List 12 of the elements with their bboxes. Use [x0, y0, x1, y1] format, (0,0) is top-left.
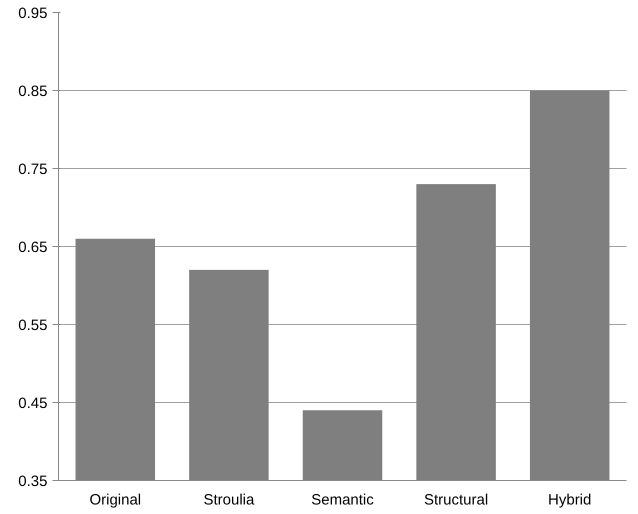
- y-tick-label: 0.95: [18, 5, 48, 22]
- y-tick-label: 0.65: [18, 239, 48, 256]
- y-tick-label: 0.85: [18, 83, 48, 100]
- y-tick-label: 0.35: [18, 473, 48, 490]
- y-tick-label: 0.55: [18, 317, 48, 334]
- x-tick-label: Structural: [424, 492, 488, 508]
- y-tick-label: 0.75: [18, 161, 48, 178]
- x-tick-label: Stroulia: [203, 492, 255, 508]
- y-tick-label: 0.45: [18, 395, 48, 412]
- x-tick-label: Semantic: [311, 492, 374, 508]
- x-tick-label: Original: [89, 492, 142, 508]
- x-tick-label: Hybrid: [548, 492, 592, 508]
